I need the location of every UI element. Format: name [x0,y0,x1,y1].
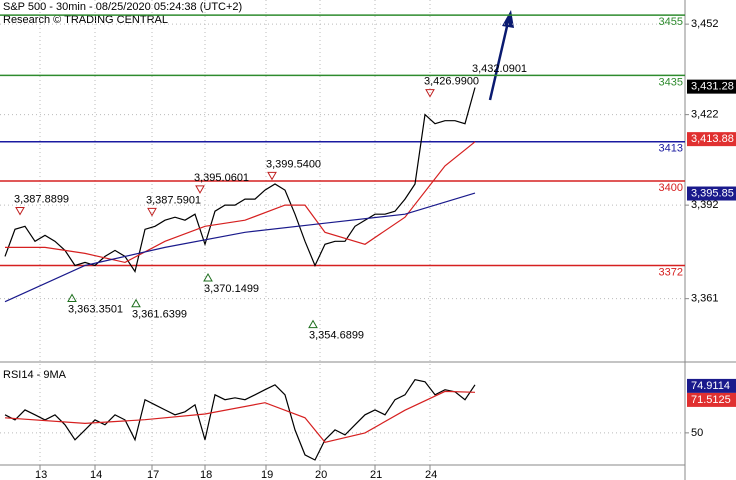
level-label: 3435 [659,76,683,88]
high-marker [15,207,25,216]
low-marker [203,273,213,282]
price-tag-label: 74.9114 [691,380,730,392]
x-tick-label: 14 [90,469,102,480]
series-line [4,379,476,461]
x-tick-label: 19 [261,469,273,480]
x-tick-label: 20 [315,469,327,480]
chart-title: S&P 500 - 30min - 08/25/2020 05:24:38 (U… [3,1,242,13]
price-tag-label: 3,413.88 [691,133,734,145]
level-label: 3372 [659,266,683,278]
level-label: 3400 [659,182,683,194]
x-tick-label: 21 [370,469,382,480]
annotation-label: 3,370.1499 [204,283,259,295]
annotation-label: 3,395.0601 [194,172,249,184]
annotation-label: 3,387.8899 [14,193,69,205]
price-tag [687,186,736,201]
series-line [4,390,476,443]
high-marker [267,171,277,181]
high-marker [195,185,205,194]
low-marker [131,298,141,308]
annotation-label: 3,363.3501 [68,303,123,315]
level-label: 3455 [659,16,683,28]
price-tag-label: 71.5125 [691,394,731,406]
y-tick-label: 3,422 [691,109,719,121]
x-tick-label: 18 [200,469,212,480]
y-tick-label: 3,392 [691,199,719,211]
high-marker [425,89,435,98]
high-marker [147,207,157,217]
annotation-label: 3,432.0901 [472,63,527,75]
y-tick-label: 50 [691,427,703,439]
low-marker [308,319,318,329]
price-tag [687,392,736,407]
price-tag-label: 3,431.28 [691,81,734,93]
series-line [4,192,476,303]
x-tick-label: 17 [147,469,159,480]
low-marker [67,293,77,303]
series-line [5,141,476,264]
price-tag-label: 3,395.85 [691,187,734,199]
price-tag [687,132,736,147]
panel-title: RSI14 - 9MA [3,369,67,381]
y-tick-label: 3,452 [691,18,719,30]
price-tag [687,79,736,94]
level-label: 3413 [659,143,683,155]
annotation-label: 3,399.5400 [266,158,321,170]
annotation-label: 3,426.9900 [424,75,479,87]
x-tick-label: 13 [35,469,47,480]
series-line [4,87,476,273]
price-tag [687,378,736,393]
y-tick-label: 3,361 [691,293,719,305]
annotation-label: 3,387.5901 [146,194,201,206]
annotation-label: 3,361.6399 [132,309,187,321]
chart-subtitle: Research © TRADING CENTRAL [3,14,168,26]
x-tick-label: 24 [425,469,437,480]
annotation-label: 3,354.6899 [309,330,364,342]
